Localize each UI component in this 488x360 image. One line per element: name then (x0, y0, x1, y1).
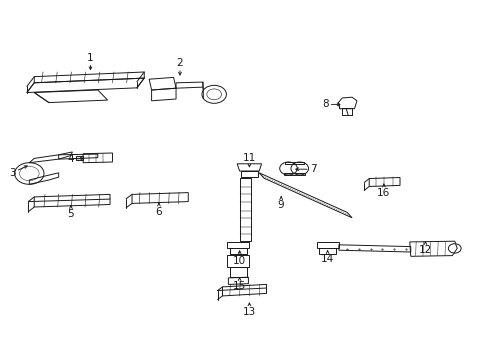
Text: 8: 8 (321, 99, 339, 109)
Text: 6: 6 (155, 203, 162, 217)
Text: 2: 2 (176, 58, 183, 75)
Text: 1: 1 (87, 53, 94, 69)
Text: 5: 5 (67, 206, 74, 219)
Text: 10: 10 (233, 251, 245, 266)
Text: 15: 15 (232, 278, 246, 291)
Text: 4: 4 (67, 154, 83, 164)
Text: 9: 9 (277, 197, 284, 210)
Text: 11: 11 (242, 153, 256, 167)
Text: 16: 16 (376, 184, 390, 198)
Text: 12: 12 (418, 242, 431, 255)
Text: 13: 13 (242, 303, 256, 317)
Text: 3: 3 (9, 166, 27, 178)
Text: 7: 7 (295, 164, 316, 174)
Text: 14: 14 (320, 251, 334, 264)
